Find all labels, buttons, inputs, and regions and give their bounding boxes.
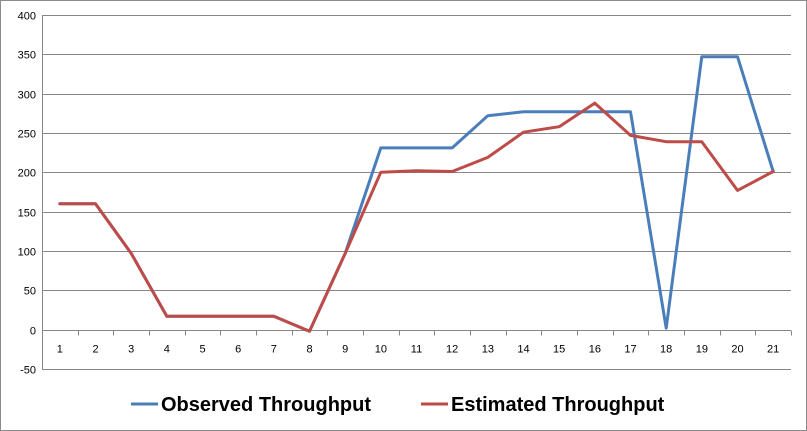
- y-tick-label: 150: [18, 208, 36, 220]
- x-tick-label: 17: [624, 344, 636, 356]
- x-tick-label: 21: [767, 344, 779, 356]
- y-tick-label: -50: [20, 365, 36, 377]
- y-tick-label: 250: [18, 129, 36, 141]
- x-axis-tick-labels: 1 2 3 4 5 6 7 8 9 10 11 12 13 14 15 16 17 18 19 20 21: [57, 344, 780, 356]
- legend: Observed Throughput Estimated Throughput: [131, 394, 665, 416]
- x-tick-label: 15: [553, 344, 565, 356]
- x-tick-label: 10: [375, 344, 387, 356]
- y-tick-label: 50: [24, 286, 36, 298]
- y-tick-label: 100: [18, 247, 36, 259]
- y-tick-label: 200: [18, 168, 36, 180]
- x-tick-label: 18: [660, 344, 672, 356]
- legend-label: Estimated Throughput: [451, 394, 665, 416]
- x-tick-label: 2: [92, 344, 98, 356]
- series-lines: [58, 55, 775, 333]
- x-tick-label: 1: [57, 344, 63, 356]
- y-tick-label: 400: [18, 11, 36, 23]
- x-tick-label: 14: [517, 344, 529, 356]
- x-tick-label: 19: [696, 344, 708, 356]
- x-tick-label: 13: [482, 344, 494, 356]
- x-tick-label: 7: [271, 344, 277, 356]
- x-tick-label: 5: [199, 344, 205, 356]
- x-tick-label: 9: [342, 344, 348, 356]
- x-tick-label: 4: [164, 344, 170, 356]
- y-axis-tick-labels: -50 0 50 100 150 200 250 300 350 400: [18, 11, 36, 377]
- gridlines: [42, 15, 791, 370]
- x-tick-label: 8: [306, 344, 312, 356]
- x-tick-label: 12: [446, 344, 458, 356]
- x-tick-label: 3: [128, 344, 134, 356]
- legend-label: Observed Throughput: [161, 394, 371, 416]
- x-axis: [42, 15, 792, 369]
- x-tick-label: 16: [589, 344, 601, 356]
- x-tick-label: 6: [235, 344, 241, 356]
- y-tick-label: 350: [18, 50, 36, 62]
- x-tick-label: 11: [411, 344, 422, 356]
- y-tick-label: 0: [30, 326, 36, 338]
- y-tick-label: 300: [18, 90, 36, 102]
- x-tick-label: 20: [731, 344, 743, 356]
- series-line-estimated: [58, 101, 775, 333]
